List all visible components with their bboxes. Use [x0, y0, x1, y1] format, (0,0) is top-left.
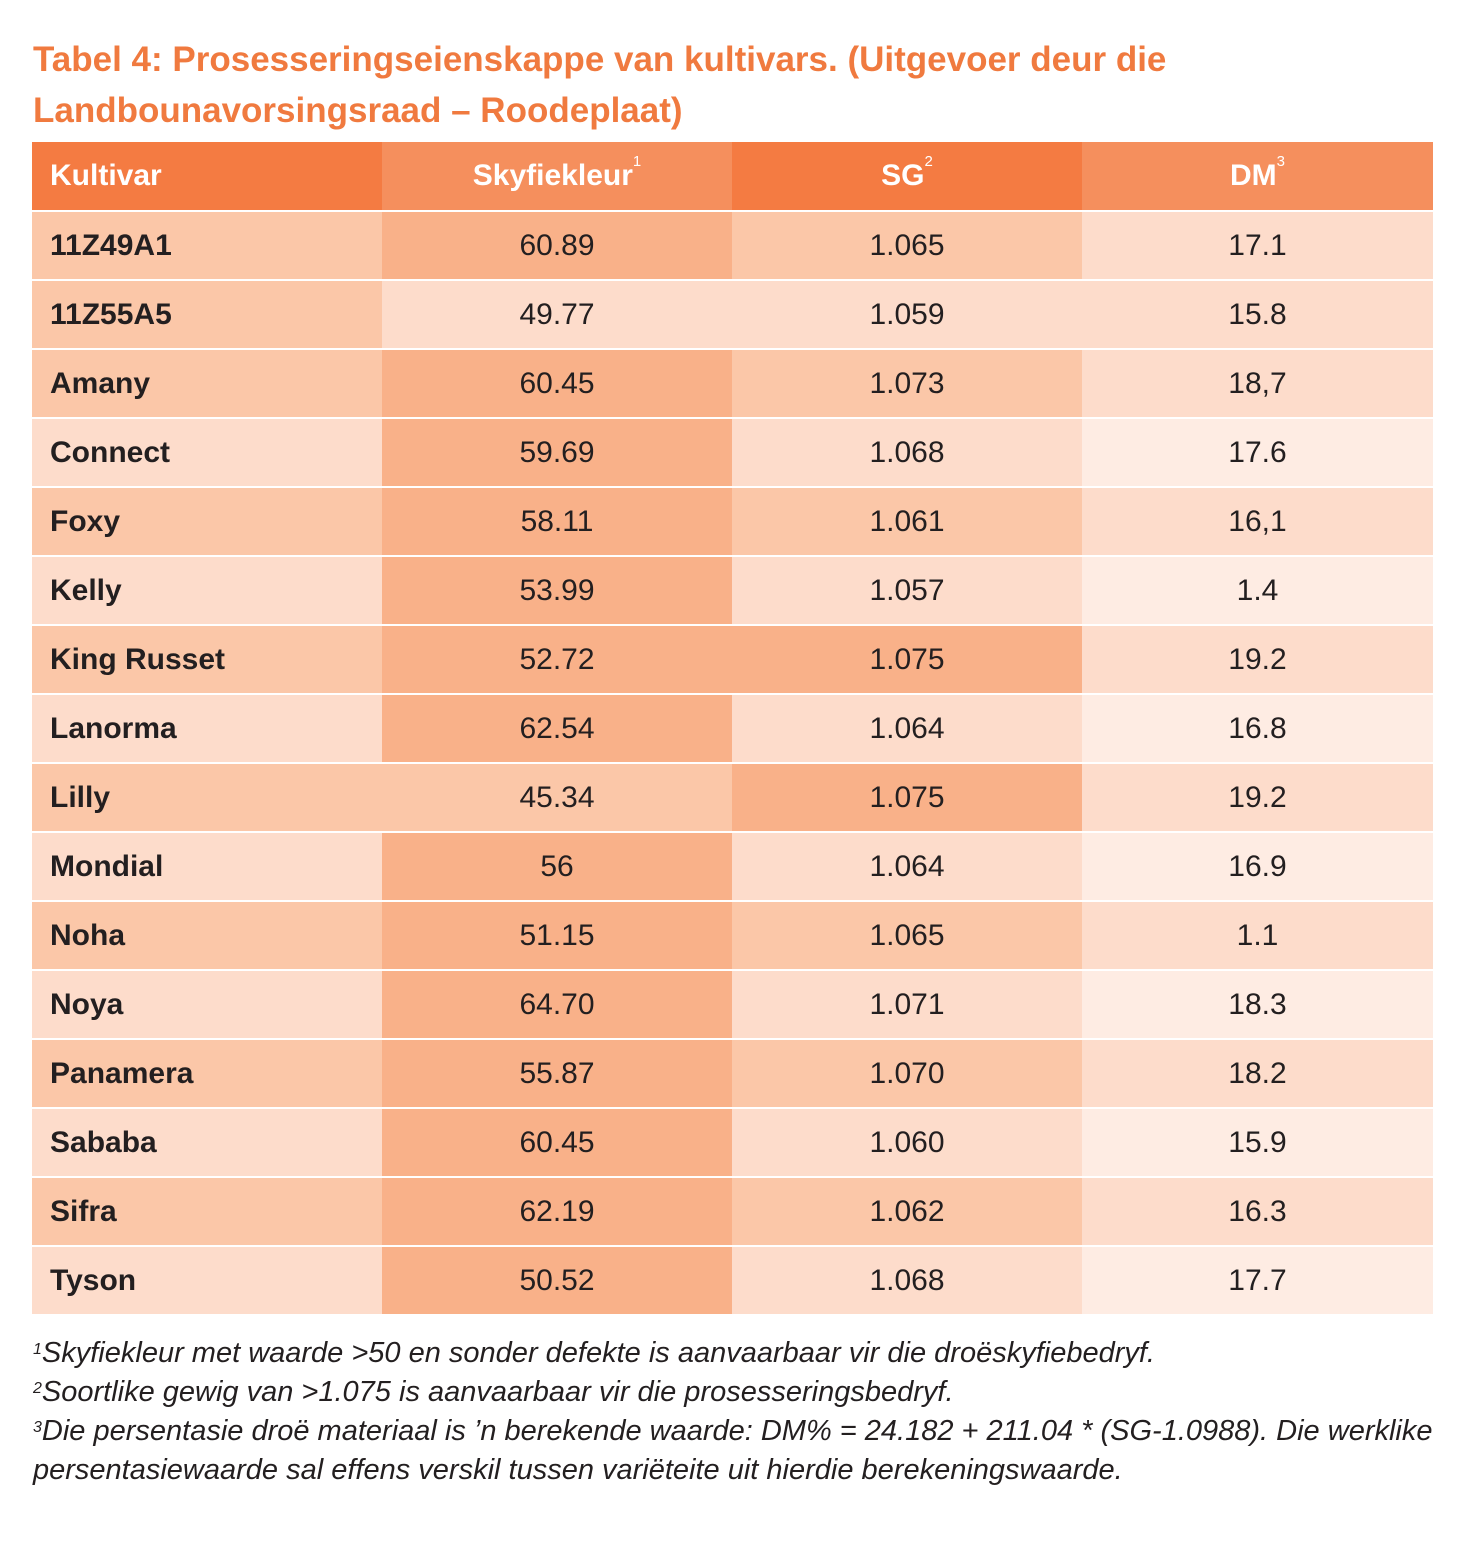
table-row: Noya 64.70 1.071 18.3 — [32, 970, 1433, 1040]
cell-kultivar: Foxy — [32, 487, 382, 557]
cell-sg: 1.059 — [732, 280, 1082, 350]
cell-kultivar: 11Z55A5 — [32, 280, 382, 350]
cell-sg: 1.068 — [732, 418, 1082, 488]
cell-sg: 1.075 — [732, 763, 1082, 833]
cell-dm: 16.3 — [1082, 1177, 1433, 1247]
table-row: Panamera 55.87 1.070 18.2 — [32, 1039, 1433, 1109]
table-row: Sababa 60.45 1.060 15.9 — [32, 1108, 1433, 1178]
processing-properties-table: Kultivar Skyfiekleur1 SG2 DM3 11Z49A1 60.… — [32, 142, 1433, 1316]
footnote-2: 2Soortlike gewig van >1.075 is aanvaarba… — [33, 1376, 954, 1408]
header-dm: DM3 — [1082, 142, 1433, 212]
cell-dm: 19.2 — [1082, 763, 1433, 833]
footnote-1: 1Skyfiekleur met waarde >50 en sonder de… — [33, 1337, 1155, 1369]
cell-kultivar: Amany — [32, 349, 382, 419]
cell-dm: 17.1 — [1082, 211, 1433, 281]
cell-kultivar: Mondial — [32, 832, 382, 902]
cell-kultivar: Noha — [32, 901, 382, 971]
cell-dm: 16.9 — [1082, 832, 1433, 902]
cell-sg: 1.064 — [732, 694, 1082, 764]
cell-dm: 19.2 — [1082, 625, 1433, 695]
cell-sg: 1.068 — [732, 1246, 1082, 1316]
table-row: Noha 51.15 1.065 1.1 — [32, 901, 1433, 971]
cell-sg: 1.062 — [732, 1177, 1082, 1247]
cell-skyfiekleur: 62.54 — [382, 694, 732, 764]
footnote-3: 3Die persentasie droë materiaal is ’n be… — [33, 1415, 1433, 1486]
cell-dm: 15.9 — [1082, 1108, 1433, 1178]
cell-sg: 1.065 — [732, 211, 1082, 281]
table-row: Lilly 45.34 1.075 19.2 — [32, 763, 1433, 833]
cell-dm: 16,1 — [1082, 487, 1433, 557]
table-row: Lanorma 62.54 1.064 16.8 — [32, 694, 1433, 764]
table-body: 11Z49A1 60.89 1.065 17.1 11Z55A5 49.77 1.059 15… — [32, 211, 1433, 1316]
cell-skyfiekleur: 53.99 — [382, 556, 732, 626]
cell-skyfiekleur: 50.52 — [382, 1246, 732, 1316]
cell-dm: 17.6 — [1082, 418, 1433, 488]
cell-sg: 1.075 — [732, 625, 1082, 695]
cell-dm: 16.8 — [1082, 694, 1433, 764]
cell-kultivar: Panamera — [32, 1039, 382, 1109]
table-row: King Russet 52.72 1.075 19.2 — [32, 625, 1433, 695]
cell-kultivar: King Russet — [32, 625, 382, 695]
cell-skyfiekleur: 56 — [382, 832, 732, 902]
cell-skyfiekleur: 62.19 — [382, 1177, 732, 1247]
cell-kultivar: Connect — [32, 418, 382, 488]
cell-kultivar: 11Z49A1 — [32, 211, 382, 281]
table-row: Tyson 50.52 1.068 17.7 — [32, 1246, 1433, 1316]
cell-sg: 1.061 — [732, 487, 1082, 557]
cell-skyfiekleur: 49.77 — [382, 280, 732, 350]
cell-skyfiekleur: 45.34 — [382, 763, 732, 833]
cell-kultivar: Sifra — [32, 1177, 382, 1247]
header-sg: SG2 — [732, 142, 1082, 212]
header-kultivar: Kultivar — [32, 142, 382, 212]
cell-dm: 18.2 — [1082, 1039, 1433, 1109]
table-row: Foxy 58.11 1.061 16,1 — [32, 487, 1433, 557]
footnotes: 1Skyfiekleur met waarde >50 en sonder de… — [33, 1334, 1433, 1490]
cell-sg: 1.070 — [732, 1039, 1082, 1109]
cell-skyfiekleur: 64.70 — [382, 970, 732, 1040]
cell-kultivar: Kelly — [32, 556, 382, 626]
cell-skyfiekleur: 51.15 — [382, 901, 732, 971]
table-row: 11Z49A1 60.89 1.065 17.1 — [32, 211, 1433, 281]
cell-sg: 1.073 — [732, 349, 1082, 419]
cell-skyfiekleur: 55.87 — [382, 1039, 732, 1109]
cell-kultivar: Lanorma — [32, 694, 382, 764]
table-row: Connect 59.69 1.068 17.6 — [32, 418, 1433, 488]
cell-kultivar: Lilly — [32, 763, 382, 833]
cell-skyfiekleur: 52.72 — [382, 625, 732, 695]
cell-dm: 15.8 — [1082, 280, 1433, 350]
cell-sg: 1.065 — [732, 901, 1082, 971]
table-row: Mondial 56 1.064 16.9 — [32, 832, 1433, 902]
cell-kultivar: Tyson — [32, 1246, 382, 1316]
cell-skyfiekleur: 60.45 — [382, 349, 732, 419]
cell-skyfiekleur: 59.69 — [382, 418, 732, 488]
table-row: Amany 60.45 1.073 18,7 — [32, 349, 1433, 419]
cell-kultivar: Sababa — [32, 1108, 382, 1178]
table-row: 11Z55A5 49.77 1.059 15.8 — [32, 280, 1433, 350]
table-header-row: Kultivar Skyfiekleur1 SG2 DM3 — [32, 142, 1433, 212]
table-row: Kelly 53.99 1.057 1.4 — [32, 556, 1433, 626]
cell-kultivar: Noya — [32, 970, 382, 1040]
cell-dm: 1.1 — [1082, 901, 1433, 971]
cell-sg: 1.057 — [732, 556, 1082, 626]
cell-skyfiekleur: 60.45 — [382, 1108, 732, 1178]
table-title: Tabel 4: Prosesseringseienskappe van kul… — [33, 40, 1167, 130]
header-skyfiekleur: Skyfiekleur1 — [382, 142, 732, 212]
cell-dm: 18,7 — [1082, 349, 1433, 419]
table-row: Sifra 62.19 1.062 16.3 — [32, 1177, 1433, 1247]
cell-sg: 1.071 — [732, 970, 1082, 1040]
cell-skyfiekleur: 60.89 — [382, 211, 732, 281]
cell-skyfiekleur: 58.11 — [382, 487, 732, 557]
cell-sg: 1.064 — [732, 832, 1082, 902]
cell-sg: 1.060 — [732, 1108, 1082, 1178]
cell-dm: 18.3 — [1082, 970, 1433, 1040]
cell-dm: 17.7 — [1082, 1246, 1433, 1316]
cell-dm: 1.4 — [1082, 556, 1433, 626]
